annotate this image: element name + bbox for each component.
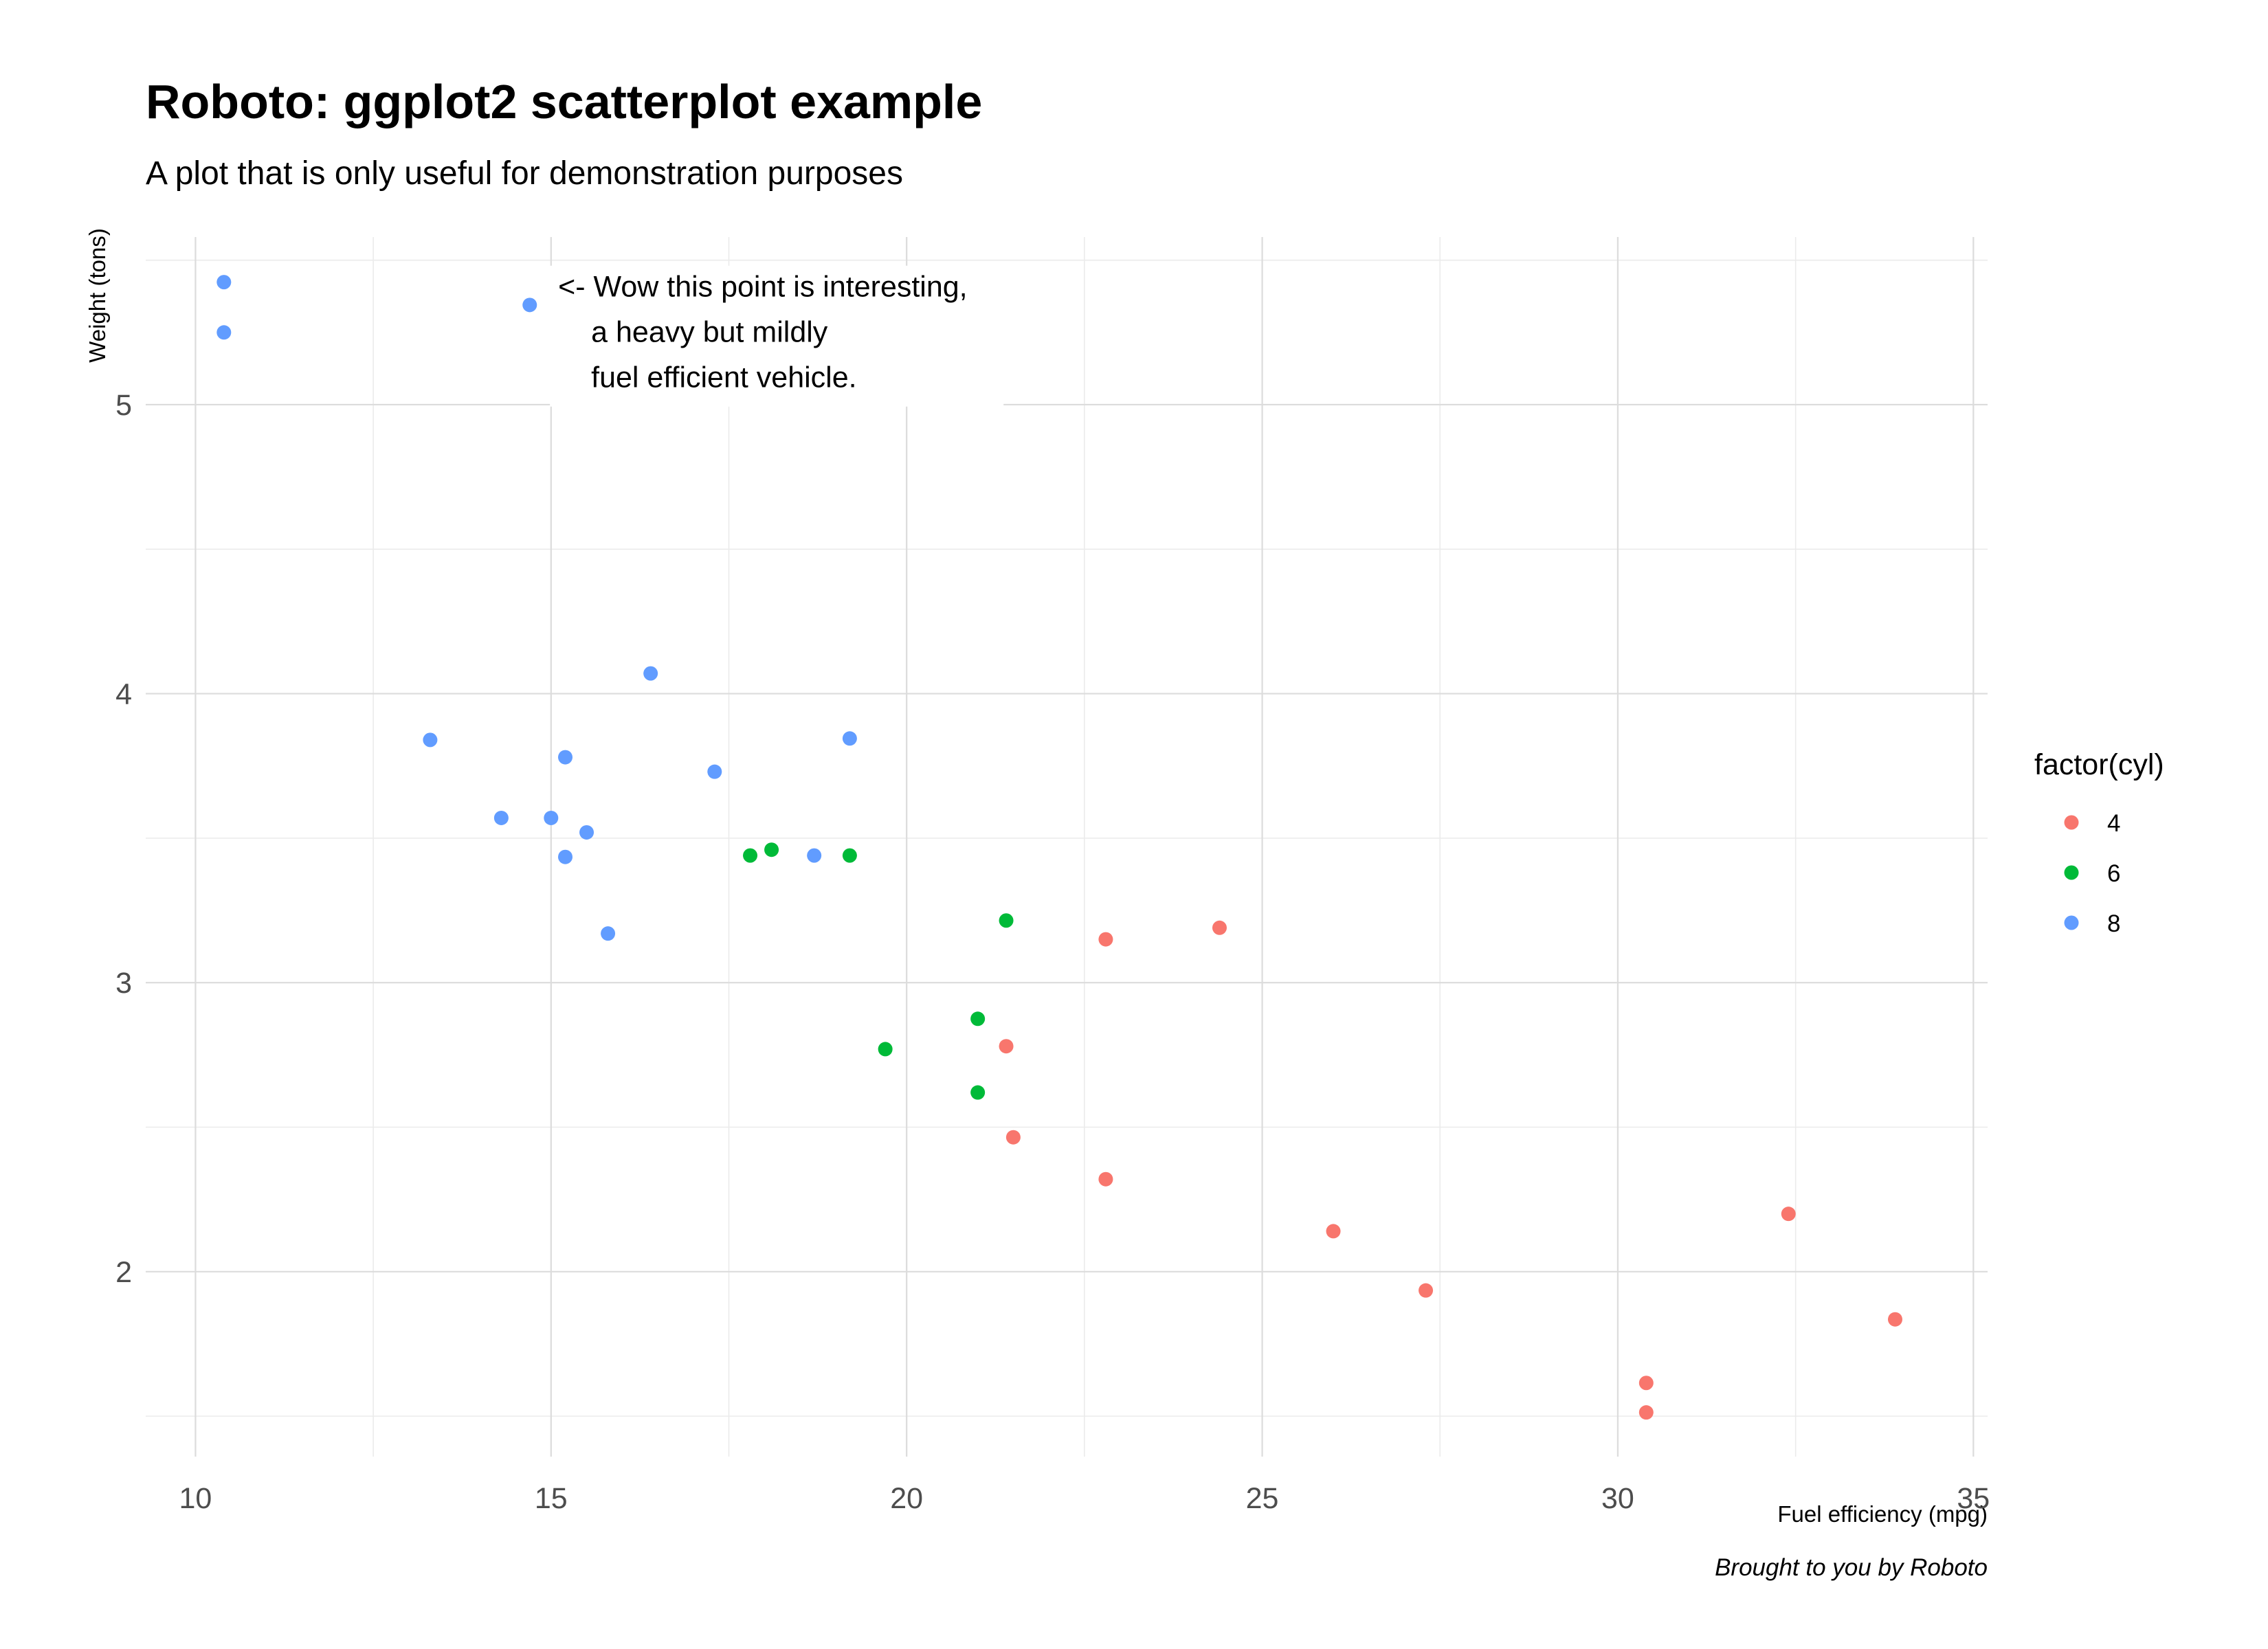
chart-title: Roboto: ggplot2 scatterplot example — [146, 75, 983, 128]
y-tick-label: 5 — [115, 389, 132, 422]
data-point-cyl-8 — [807, 848, 822, 863]
x-axis-title: Fuel efficiency (mpg) — [1777, 1501, 1988, 1527]
data-point-cyl-4 — [1638, 1376, 1654, 1391]
legend-title: factor(cyl) — [2034, 748, 2164, 781]
data-point-cyl-4 — [1887, 1312, 1902, 1327]
data-point-cyl-4 — [1326, 1224, 1341, 1239]
axes: Fuel efficiency (mpg) Weight (tons) Brou… — [85, 228, 1990, 1581]
legend: factor(cyl) 4 6 8 — [2034, 748, 2164, 937]
y-tick-label: 4 — [115, 678, 132, 711]
legend-label-8: 8 — [2107, 910, 2120, 937]
y-tick-label: 3 — [115, 967, 132, 1000]
data-point-cyl-8 — [842, 731, 857, 746]
data-point-cyl-6 — [878, 1042, 893, 1057]
x-tick-label: 10 — [179, 1482, 212, 1515]
x-tick-label: 25 — [1246, 1482, 1279, 1515]
legend-label-6: 6 — [2107, 860, 2120, 887]
data-point-cyl-6 — [764, 842, 779, 857]
chart-subtitle: A plot that is only useful for demonstra… — [146, 155, 903, 192]
annotation-line: fuel efficient vehicle. — [591, 361, 856, 394]
chart-caption: Brought to you by Roboto — [1715, 1554, 1988, 1581]
x-tick-label: 20 — [890, 1482, 923, 1515]
x-tick-label: 15 — [535, 1482, 568, 1515]
annotation-group: <- Wow this point is interesting, a heavy… — [550, 265, 1004, 407]
data-point-cyl-8 — [579, 824, 594, 840]
annotation-line: a heavy but mildly — [591, 316, 828, 349]
data-point-cyl-6 — [999, 913, 1014, 928]
data-point-cyl-4 — [1005, 1130, 1021, 1145]
data-point-cyl-8 — [707, 764, 722, 779]
x-tick-label: 35 — [1957, 1482, 1990, 1515]
data-point-cyl-8 — [558, 849, 573, 864]
legend-label-4: 4 — [2107, 810, 2120, 837]
data-point-cyl-8 — [601, 926, 616, 941]
data-point-cyl-8 — [643, 666, 658, 681]
data-point-cyl-4 — [1098, 932, 1113, 947]
data-point-cyl-4 — [1098, 1171, 1113, 1187]
data-point-cyl-8 — [558, 750, 573, 765]
data-point-cyl-8 — [493, 810, 509, 825]
data-point-cyl-6 — [842, 848, 857, 863]
data-point-cyl-6 — [743, 848, 758, 863]
data-point-cyl-8 — [423, 732, 438, 748]
data-point-cyl-4 — [1212, 920, 1227, 935]
data-point-cyl-6 — [970, 1085, 986, 1100]
data-point-cyl-8 — [544, 810, 559, 825]
data-point-cyl-8 — [522, 298, 537, 313]
legend-key-6 — [2064, 865, 2079, 880]
annotation-line: <- Wow this point is interesting, — [558, 271, 968, 304]
data-point-cyl-6 — [970, 1011, 986, 1027]
x-tick-label: 30 — [1601, 1482, 1634, 1515]
legend-key-8 — [2064, 915, 2079, 930]
data-point-cyl-4 — [1419, 1283, 1434, 1298]
data-point-cyl-4 — [1638, 1405, 1654, 1420]
data-point-cyl-4 — [1781, 1207, 1796, 1222]
grid-lines — [146, 237, 1988, 1457]
data-point-cyl-8 — [216, 275, 232, 290]
y-axis-title: Weight (tons) — [85, 228, 110, 363]
data-point-cyl-4 — [999, 1039, 1014, 1054]
data-point-cyl-8 — [216, 325, 232, 340]
legend-key-4 — [2064, 815, 2079, 830]
annotation-background — [550, 265, 1004, 407]
data-points — [216, 275, 1902, 1420]
y-tick-label: 2 — [115, 1256, 132, 1289]
